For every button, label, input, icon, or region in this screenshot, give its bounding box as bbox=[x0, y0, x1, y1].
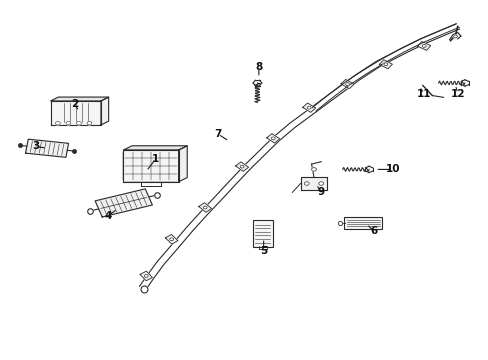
Circle shape bbox=[169, 238, 173, 241]
Circle shape bbox=[311, 168, 316, 171]
Polygon shape bbox=[417, 41, 430, 50]
Circle shape bbox=[77, 121, 81, 125]
Circle shape bbox=[144, 275, 148, 277]
Circle shape bbox=[87, 121, 92, 125]
Polygon shape bbox=[51, 101, 101, 125]
FancyBboxPatch shape bbox=[252, 220, 272, 247]
Polygon shape bbox=[379, 60, 391, 69]
Polygon shape bbox=[51, 97, 108, 101]
Circle shape bbox=[304, 182, 308, 185]
Circle shape bbox=[383, 63, 387, 66]
Polygon shape bbox=[266, 134, 279, 143]
Circle shape bbox=[203, 206, 207, 209]
Text: 11: 11 bbox=[416, 89, 430, 99]
Polygon shape bbox=[95, 189, 152, 217]
Polygon shape bbox=[235, 162, 248, 171]
Polygon shape bbox=[123, 146, 187, 150]
Polygon shape bbox=[448, 32, 460, 40]
Circle shape bbox=[345, 83, 349, 85]
Text: 10: 10 bbox=[385, 165, 400, 174]
Polygon shape bbox=[25, 139, 68, 157]
Circle shape bbox=[271, 137, 275, 140]
Polygon shape bbox=[140, 271, 152, 281]
Text: 4: 4 bbox=[104, 211, 111, 221]
Polygon shape bbox=[101, 97, 108, 125]
Circle shape bbox=[318, 182, 323, 185]
Polygon shape bbox=[199, 203, 211, 212]
Text: 12: 12 bbox=[449, 89, 464, 99]
Text: 3: 3 bbox=[32, 141, 40, 152]
Text: 9: 9 bbox=[317, 187, 324, 197]
Text: 6: 6 bbox=[369, 226, 377, 236]
Text: 5: 5 bbox=[260, 246, 267, 256]
Polygon shape bbox=[300, 177, 327, 190]
Circle shape bbox=[452, 35, 456, 38]
Circle shape bbox=[55, 121, 60, 125]
Text: 2: 2 bbox=[71, 99, 78, 109]
Polygon shape bbox=[340, 80, 353, 89]
Circle shape bbox=[306, 106, 310, 109]
Polygon shape bbox=[302, 103, 315, 112]
Circle shape bbox=[240, 165, 244, 168]
Text: 1: 1 bbox=[152, 154, 159, 164]
Circle shape bbox=[66, 121, 71, 125]
Circle shape bbox=[422, 45, 425, 48]
FancyBboxPatch shape bbox=[344, 217, 382, 229]
Polygon shape bbox=[165, 234, 178, 244]
Text: 8: 8 bbox=[255, 62, 262, 72]
Polygon shape bbox=[178, 146, 187, 182]
Text: 7: 7 bbox=[214, 129, 222, 139]
Polygon shape bbox=[123, 150, 178, 182]
